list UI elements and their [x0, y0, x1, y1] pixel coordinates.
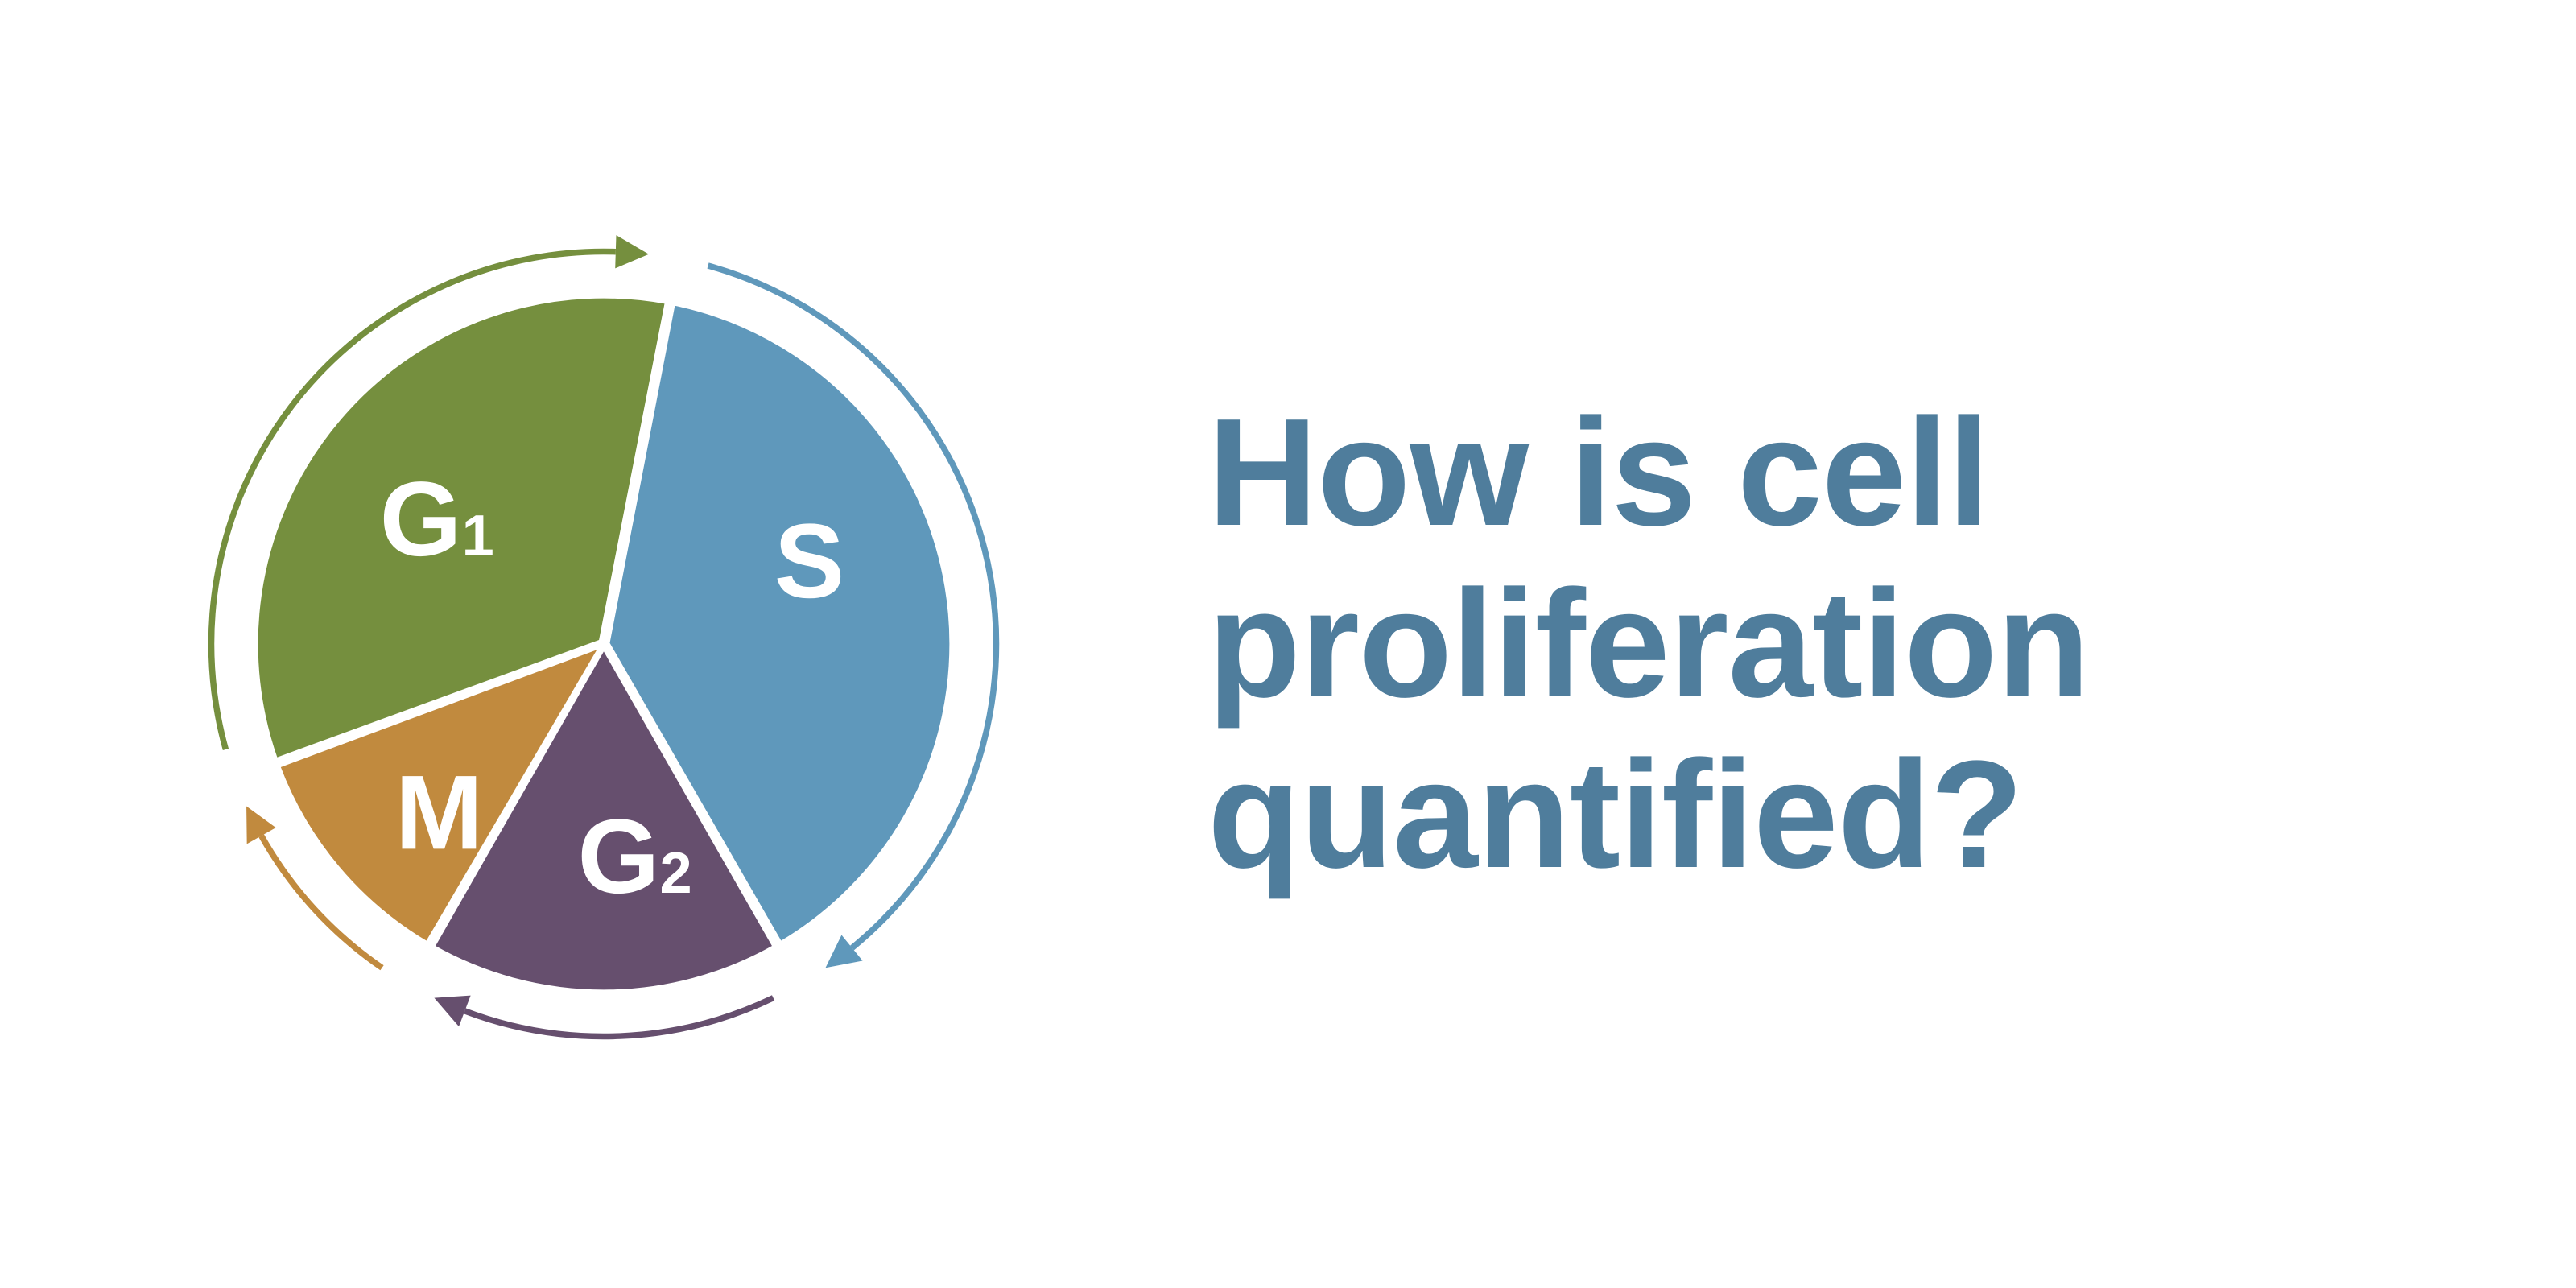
- infographic-container: SG2MG1 How is cell proliferation quantif…: [0, 0, 2576, 1288]
- infographic-title: How is cell proliferation quantified?: [1208, 387, 2576, 901]
- cell-cycle-pie-chart: SG2MG1: [40, 40, 1167, 1248]
- pie-chart-wrap: SG2MG1: [0, 0, 1208, 1288]
- pie-label-S: S: [774, 502, 845, 620]
- pie-label-M: M: [395, 753, 483, 871]
- cycle-arrow-arc-G2: [464, 998, 773, 1037]
- cycle-arrowhead-G1: [615, 235, 649, 268]
